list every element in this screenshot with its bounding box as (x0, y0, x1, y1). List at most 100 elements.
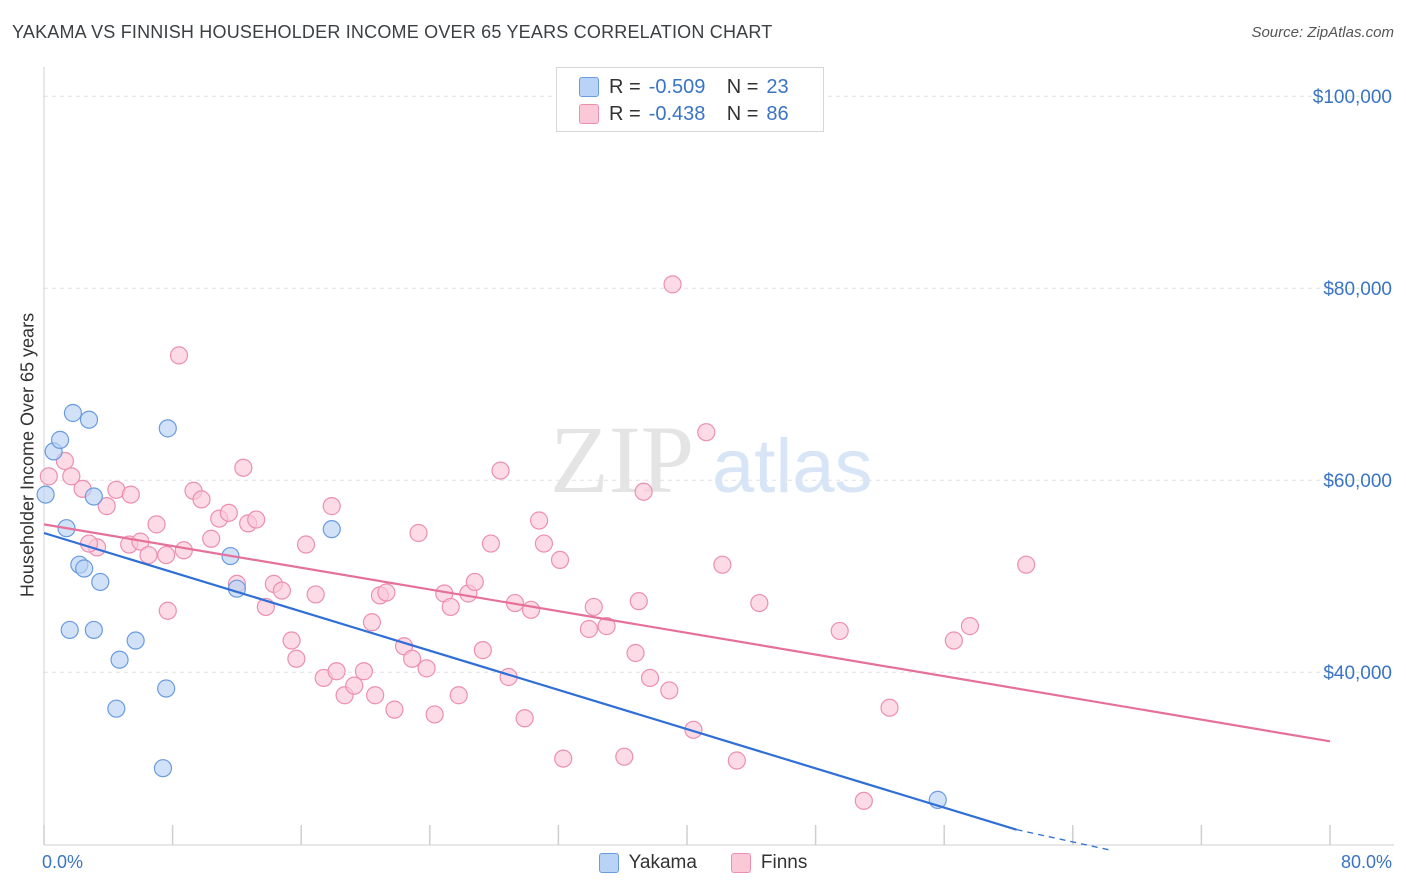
finns-point (597, 617, 616, 636)
finns-point (403, 649, 422, 668)
finns-point (169, 346, 189, 365)
finns-point (530, 511, 549, 530)
finns-point (750, 593, 769, 613)
finns-point (202, 529, 221, 548)
finns-point (626, 643, 645, 663)
legend-n-value: 86 (766, 102, 789, 125)
yakama-trend-line (43, 531, 1017, 831)
trend-lines (43, 523, 1331, 851)
y-tick-label: $100,000 (1313, 87, 1392, 108)
legend-item-finns[interactable]: Finns (730, 852, 808, 874)
yakama-point (107, 699, 126, 718)
finns-point (579, 619, 599, 639)
legend-r-value: -0.509 (648, 75, 706, 98)
finns-point (854, 791, 873, 810)
finns-point (481, 534, 500, 553)
grid-lines (44, 95, 1394, 673)
finns-point (327, 662, 346, 681)
finns-point (584, 597, 603, 617)
yakama-point (60, 620, 79, 640)
finns-point (640, 668, 660, 688)
finns-point (830, 621, 849, 641)
finns-point (550, 550, 570, 569)
axes (43, 67, 1394, 846)
finns-point (663, 275, 682, 294)
finns-point (139, 545, 158, 565)
y-tick-label: $60,000 (1323, 471, 1392, 492)
yakama-point (126, 631, 145, 650)
finns-point (684, 720, 703, 739)
legend-n-value: 23 (766, 75, 789, 98)
yakama-point (157, 679, 176, 698)
finns-point (944, 631, 963, 650)
series-legend: Yakama Finns (0, 852, 1406, 874)
legend-swatch-finns (730, 853, 751, 873)
finns-point (491, 461, 510, 480)
y-tick-label: $40,000 (1323, 663, 1392, 684)
yakama-point (153, 759, 173, 778)
yakama-point (158, 419, 177, 438)
finns-point (174, 541, 193, 560)
x-axis-min-label: 0.0% (42, 852, 84, 872)
finns-point (272, 581, 292, 600)
finns-point (62, 467, 81, 486)
legend-item-yakama[interactable]: Yakama (598, 852, 697, 874)
y-axis-title: Householder Income Over 65 years (17, 312, 38, 598)
finns-point (247, 510, 266, 529)
finns-point (441, 597, 460, 617)
finns-point (121, 485, 140, 504)
finns-point (157, 545, 176, 565)
finns-point (634, 482, 653, 501)
finns-point (425, 705, 444, 724)
finns-point (880, 698, 899, 717)
finns-point (449, 686, 468, 705)
finns-point (354, 662, 373, 681)
watermark-zip: ZIP (550, 406, 694, 513)
legend-row-yakama: R = -0.509 N = 23 (579, 75, 789, 99)
finns-point (366, 686, 385, 705)
finns-point (377, 583, 396, 602)
yakama-point (110, 650, 129, 669)
yakama-point (84, 487, 103, 506)
legend-swatch-finns (579, 104, 599, 124)
correlation-legend: R = -0.509 N = 23 R = -0.438 N = 86 (556, 67, 824, 132)
legend-label-finns: Finns (760, 852, 808, 873)
legend-r-value: -0.438 (648, 102, 706, 125)
finns-point (362, 613, 382, 632)
yakama-point (84, 620, 103, 640)
finns-point (322, 497, 341, 516)
watermark-atlas: atlas (712, 424, 873, 509)
finns-point (554, 749, 573, 768)
finns-point (192, 490, 211, 509)
yakama-point (322, 520, 341, 539)
yakama-trend-extension (1016, 829, 1110, 851)
yakama-point (50, 430, 70, 449)
finns-point (282, 631, 301, 650)
yakama-point (75, 559, 94, 578)
y-tick-label: $80,000 (1323, 279, 1392, 300)
yakama-point (36, 485, 55, 504)
finns-point (97, 497, 116, 516)
finns-point (345, 676, 364, 695)
legend-label-yakama: Yakama (628, 852, 697, 873)
yakama-point (91, 572, 110, 592)
finns-point (515, 709, 534, 728)
finns-point (417, 659, 436, 678)
legend-swatch-yakama (598, 853, 619, 873)
legend-n-label: N = (726, 102, 759, 125)
finns-points (39, 275, 1036, 810)
finns-point (158, 601, 177, 620)
finns-point (147, 515, 166, 534)
finns-point (473, 641, 492, 660)
finns-point (306, 585, 325, 604)
source-label: Source: ZipAtlas.com (1251, 24, 1394, 41)
yakama-point (79, 410, 99, 429)
finns-point (629, 592, 648, 611)
finns-point (615, 747, 634, 766)
chart-title: YAKAMA VS FINNISH HOUSEHOLDER INCOME OVE… (12, 22, 773, 42)
legend-swatch-yakama (579, 77, 599, 97)
finns-point (521, 600, 541, 619)
finns-point (697, 423, 716, 442)
finns-point (296, 535, 316, 554)
